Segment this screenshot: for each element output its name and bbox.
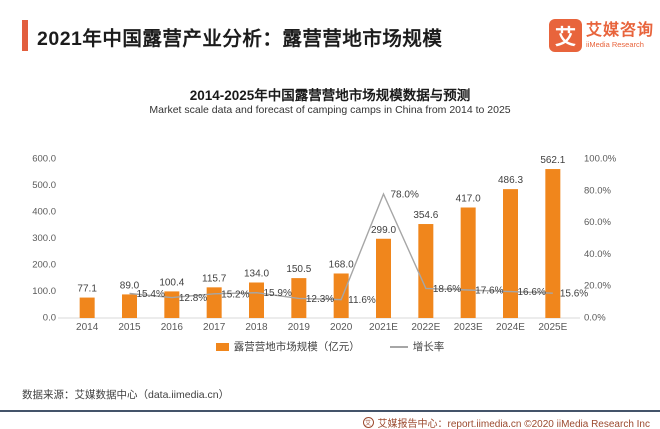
bar-2024E (503, 189, 518, 318)
growth-label-2019: 12.3% (306, 294, 334, 305)
growth-label-2016: 12.8% (179, 293, 207, 304)
logo-text: 艾媒咨询 iiMedia Research (586, 22, 654, 49)
x-axis-label-2024E: 2024E (496, 322, 525, 333)
growth-label-2020: 11.6% (348, 295, 376, 306)
right-axis-tick: 60.0% (584, 217, 611, 228)
legend-label: 增长率 (412, 341, 445, 353)
camping-market-chart: 0.0 100.0 200.0 300.0 400.0 500.0 600.0 0.0% 20.… (32, 154, 617, 333)
left-axis-tick: 100.0 (32, 286, 56, 297)
right-axis-tick: 40.0% (584, 249, 611, 260)
left-axis-tick: 400.0 (32, 207, 56, 218)
bar-label-2025E: 562.1 (540, 155, 565, 166)
x-axis-label-2017: 2017 (203, 322, 226, 333)
bar-label-2021E: 299.0 (371, 225, 396, 236)
left-axis-tick: 300.0 (32, 233, 56, 244)
x-axis-label-2019: 2019 (288, 322, 311, 333)
x-axis-label-2021E: 2021E (369, 322, 398, 333)
x-axis-label-2014: 2014 (76, 322, 99, 333)
growth-line (129, 192, 553, 301)
bar-2021E (376, 238, 391, 318)
report-center-icon: 艾 (362, 417, 374, 428)
data-source-note: 数据来源：艾媒数据中心（data.iimedia.cn） (22, 389, 230, 401)
x-axis-label-2018: 2018 (245, 322, 268, 333)
bar-2016 (164, 291, 180, 318)
growth-label-2021E: 78.0% (391, 189, 419, 200)
logo-name-cn: 艾媒咨询 (585, 22, 654, 40)
left-axis-tick: 0.0 (43, 313, 56, 324)
chart-legend: 露营营地市场规模（亿元） 增长率 (0, 339, 660, 354)
iimedia-logo-icon: 艾 (548, 19, 582, 52)
left-axis-tick: 500.0 (32, 180, 56, 191)
bar-2022E (418, 224, 434, 318)
right-axis-tick: 0.0% (584, 313, 606, 324)
legend-label: 露营营地市场规模（亿元） (233, 341, 360, 353)
bar-2023E (460, 207, 476, 318)
right-axis-tick: 100.0% (584, 154, 617, 165)
bar-2025E (545, 169, 561, 318)
right-axis-tick: 20.0% (584, 281, 611, 292)
line-swatch-icon (389, 345, 408, 348)
bar-2014 (79, 297, 95, 318)
footer: 艾 艾媒报告中心：report.iimedia.cn ©2020 iiMedia… (362, 415, 650, 429)
x-axis-label-2015: 2015 (118, 322, 141, 333)
bar-label-2023E: 417.0 (456, 193, 481, 204)
right-axis-tick: 80.0% (584, 185, 611, 196)
bar-label-2022E: 354.6 (413, 210, 438, 221)
x-axis-label-2020: 2020 (330, 322, 353, 333)
bar-label-2017: 115.7 (202, 273, 227, 284)
growth-label-2018: 15.9% (264, 288, 292, 299)
bar-2018 (249, 282, 264, 318)
bar-label-2019: 150.5 (286, 264, 311, 275)
growth-label-2025E: 15.6% (560, 289, 588, 300)
growth-label-2024E: 16.6% (518, 287, 546, 298)
header: 2021年中国露营产业分析：露营营地市场规模 艾 艾媒咨询 iiMedia Re… (0, 16, 660, 62)
bar-label-2024E: 486.3 (498, 175, 523, 186)
bar-2015 (122, 294, 137, 318)
bar-label-2015: 89.0 (120, 280, 140, 291)
logo-name-en: iiMedia Research (585, 39, 644, 49)
bar-label-2016: 100.4 (159, 277, 184, 288)
bar-2020 (333, 273, 349, 318)
chart-title: 2014-2025年中国露营营地市场规模数据与预测 (189, 88, 471, 103)
bar-label-2014: 77.1 (77, 284, 97, 295)
legend-item-growth-rate: 增长率 (389, 339, 445, 354)
growth-label-2022E: 18.6% (433, 284, 461, 295)
growth-label-2017: 15.2% (221, 289, 249, 300)
page-title: 2021年中国露营产业分析：露营营地市场规模 (37, 28, 443, 50)
chart-subtitle: Market scale data and forecast of campin… (149, 104, 511, 116)
bar-2017 (206, 287, 222, 318)
bar-swatch-icon (215, 342, 229, 351)
growth-label-2023E: 17.6% (475, 286, 503, 297)
x-axis-label-2023E: 2023E (454, 322, 483, 333)
iimedia-logo: 艾 艾媒咨询 iiMedia Research (548, 19, 654, 52)
x-axis-label-2016: 2016 (161, 322, 184, 333)
left-axis-tick: 200.0 (32, 260, 56, 271)
growth-label-2015: 15.4% (137, 289, 165, 300)
left-axis-tick: 600.0 (32, 154, 56, 165)
bar-label-2020: 168.0 (329, 259, 354, 270)
title-accent-bar (22, 20, 28, 51)
footer-text: 艾媒报告中心：report.iimedia.cn ©2020 iiMedia R… (377, 419, 650, 429)
bar-label-2018: 134.0 (244, 268, 269, 279)
legend-item-market-scale: 露营营地市场规模（亿元） (215, 339, 360, 354)
footer-divider (0, 410, 660, 412)
x-axis-label-2022E: 2022E (411, 322, 440, 333)
x-axis-label-2025E: 2025E (538, 322, 567, 333)
